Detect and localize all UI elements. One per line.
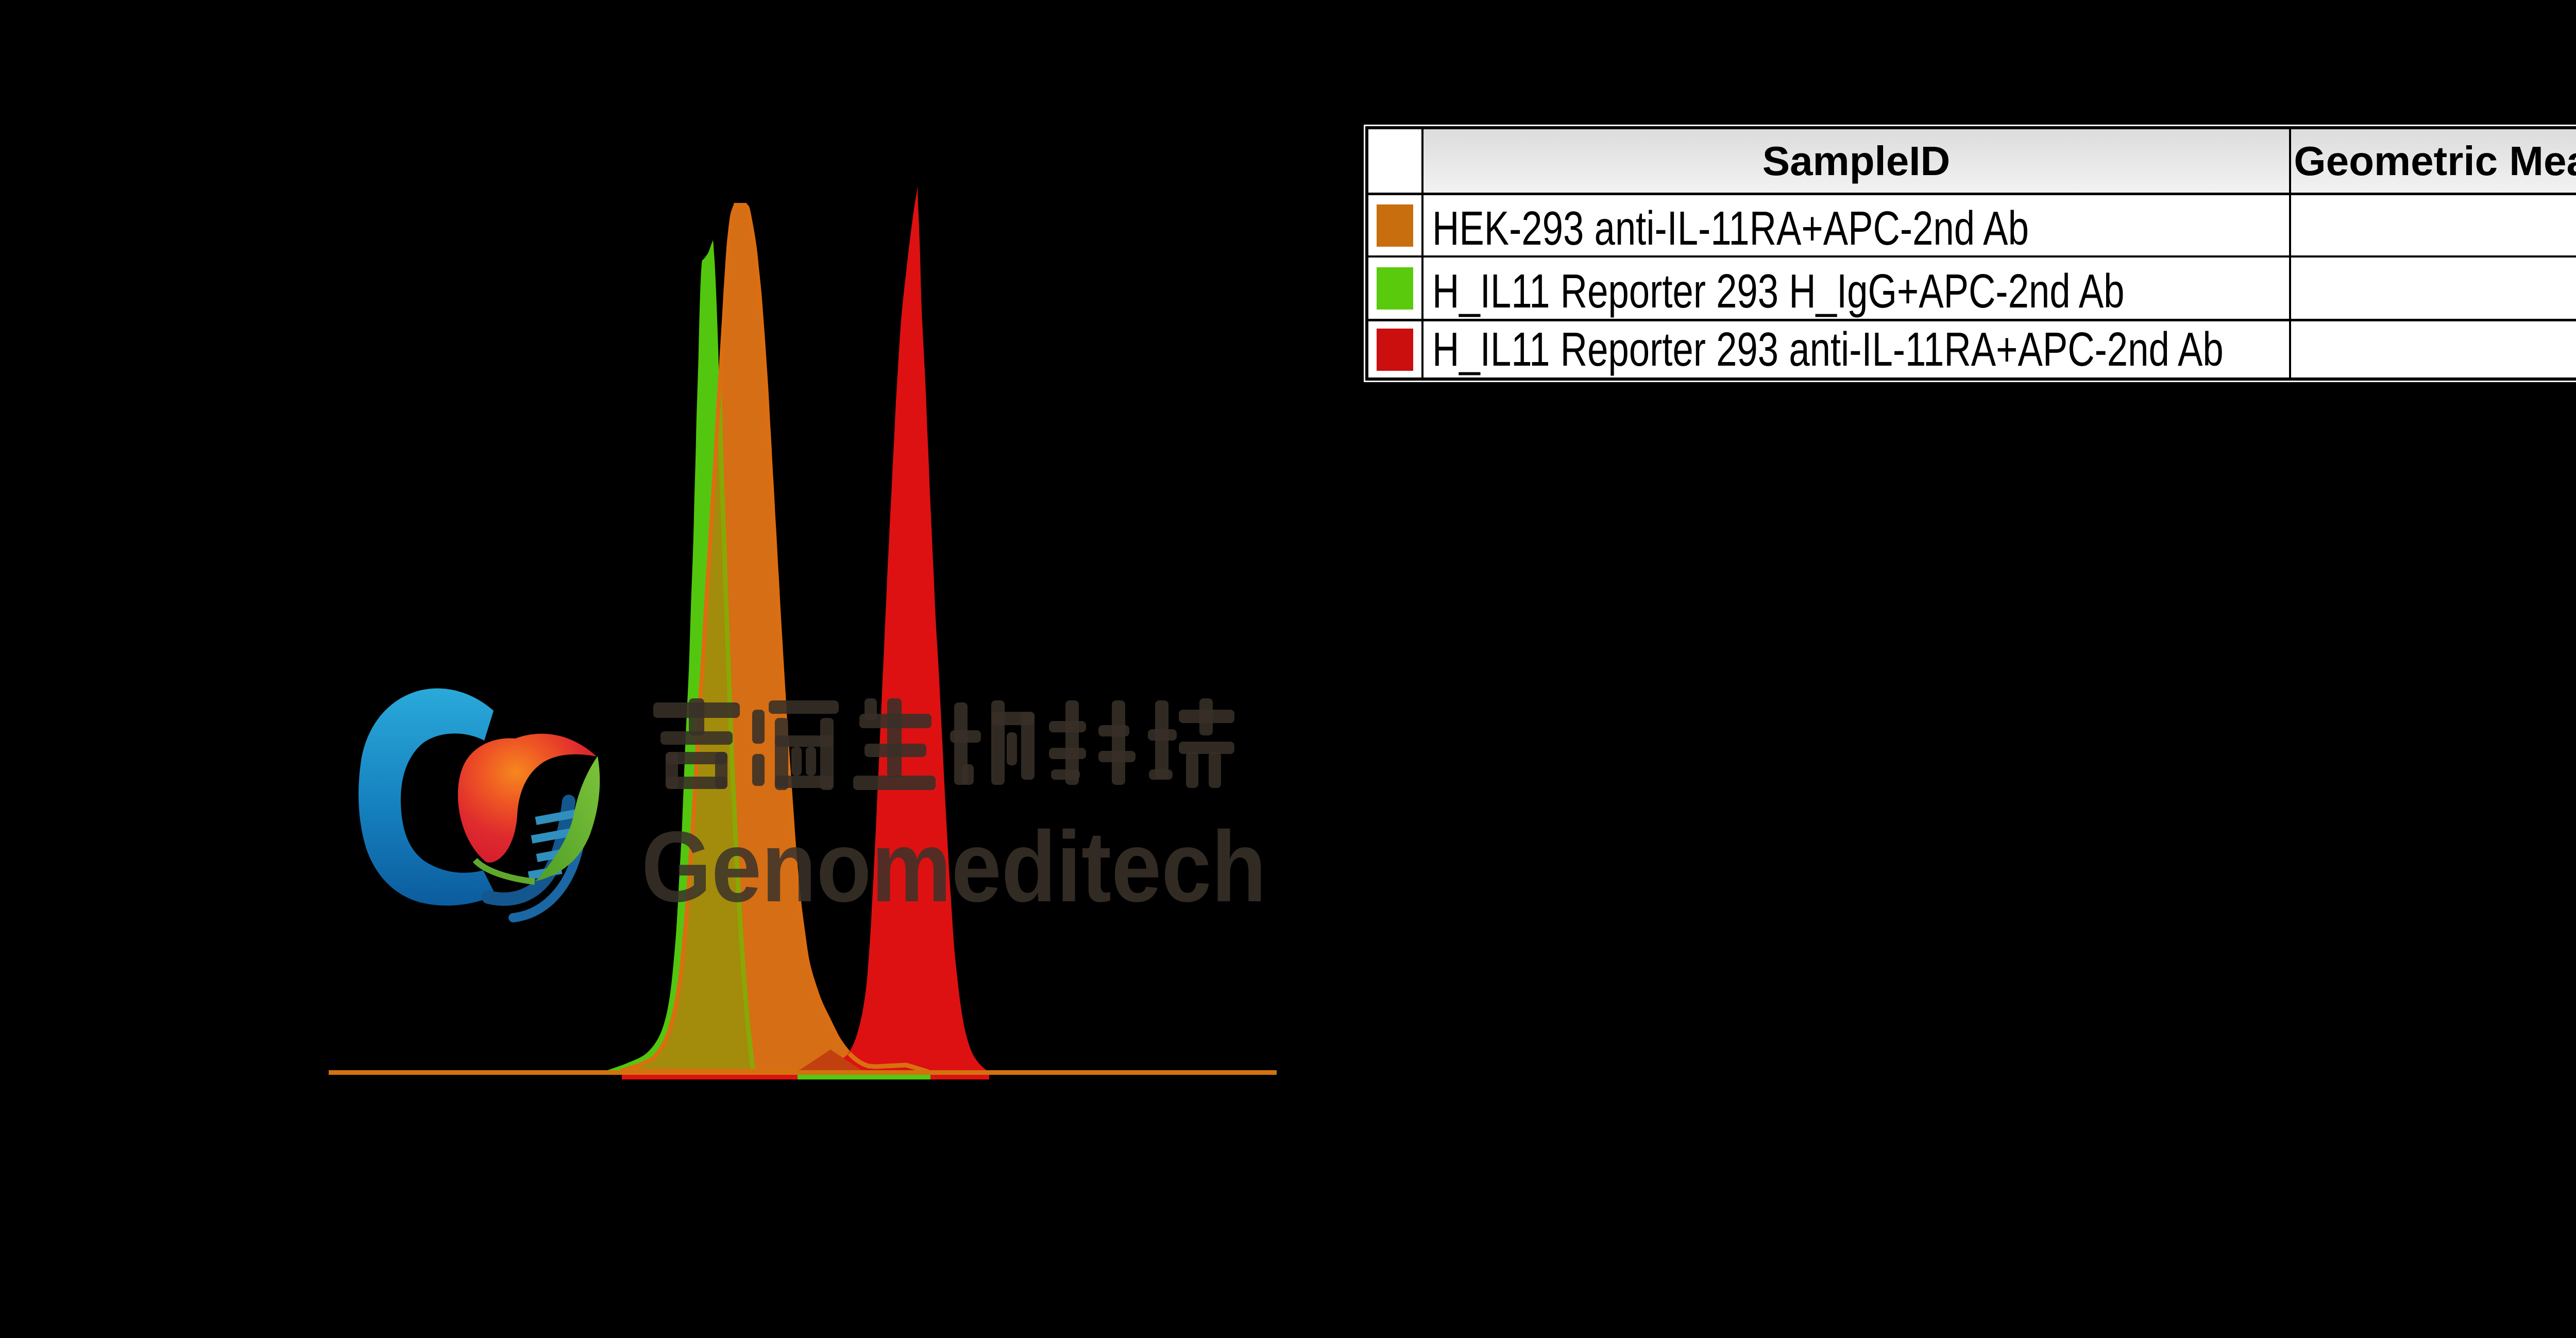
svg-text:Genomeditech: Genomeditech — [641, 811, 1266, 923]
